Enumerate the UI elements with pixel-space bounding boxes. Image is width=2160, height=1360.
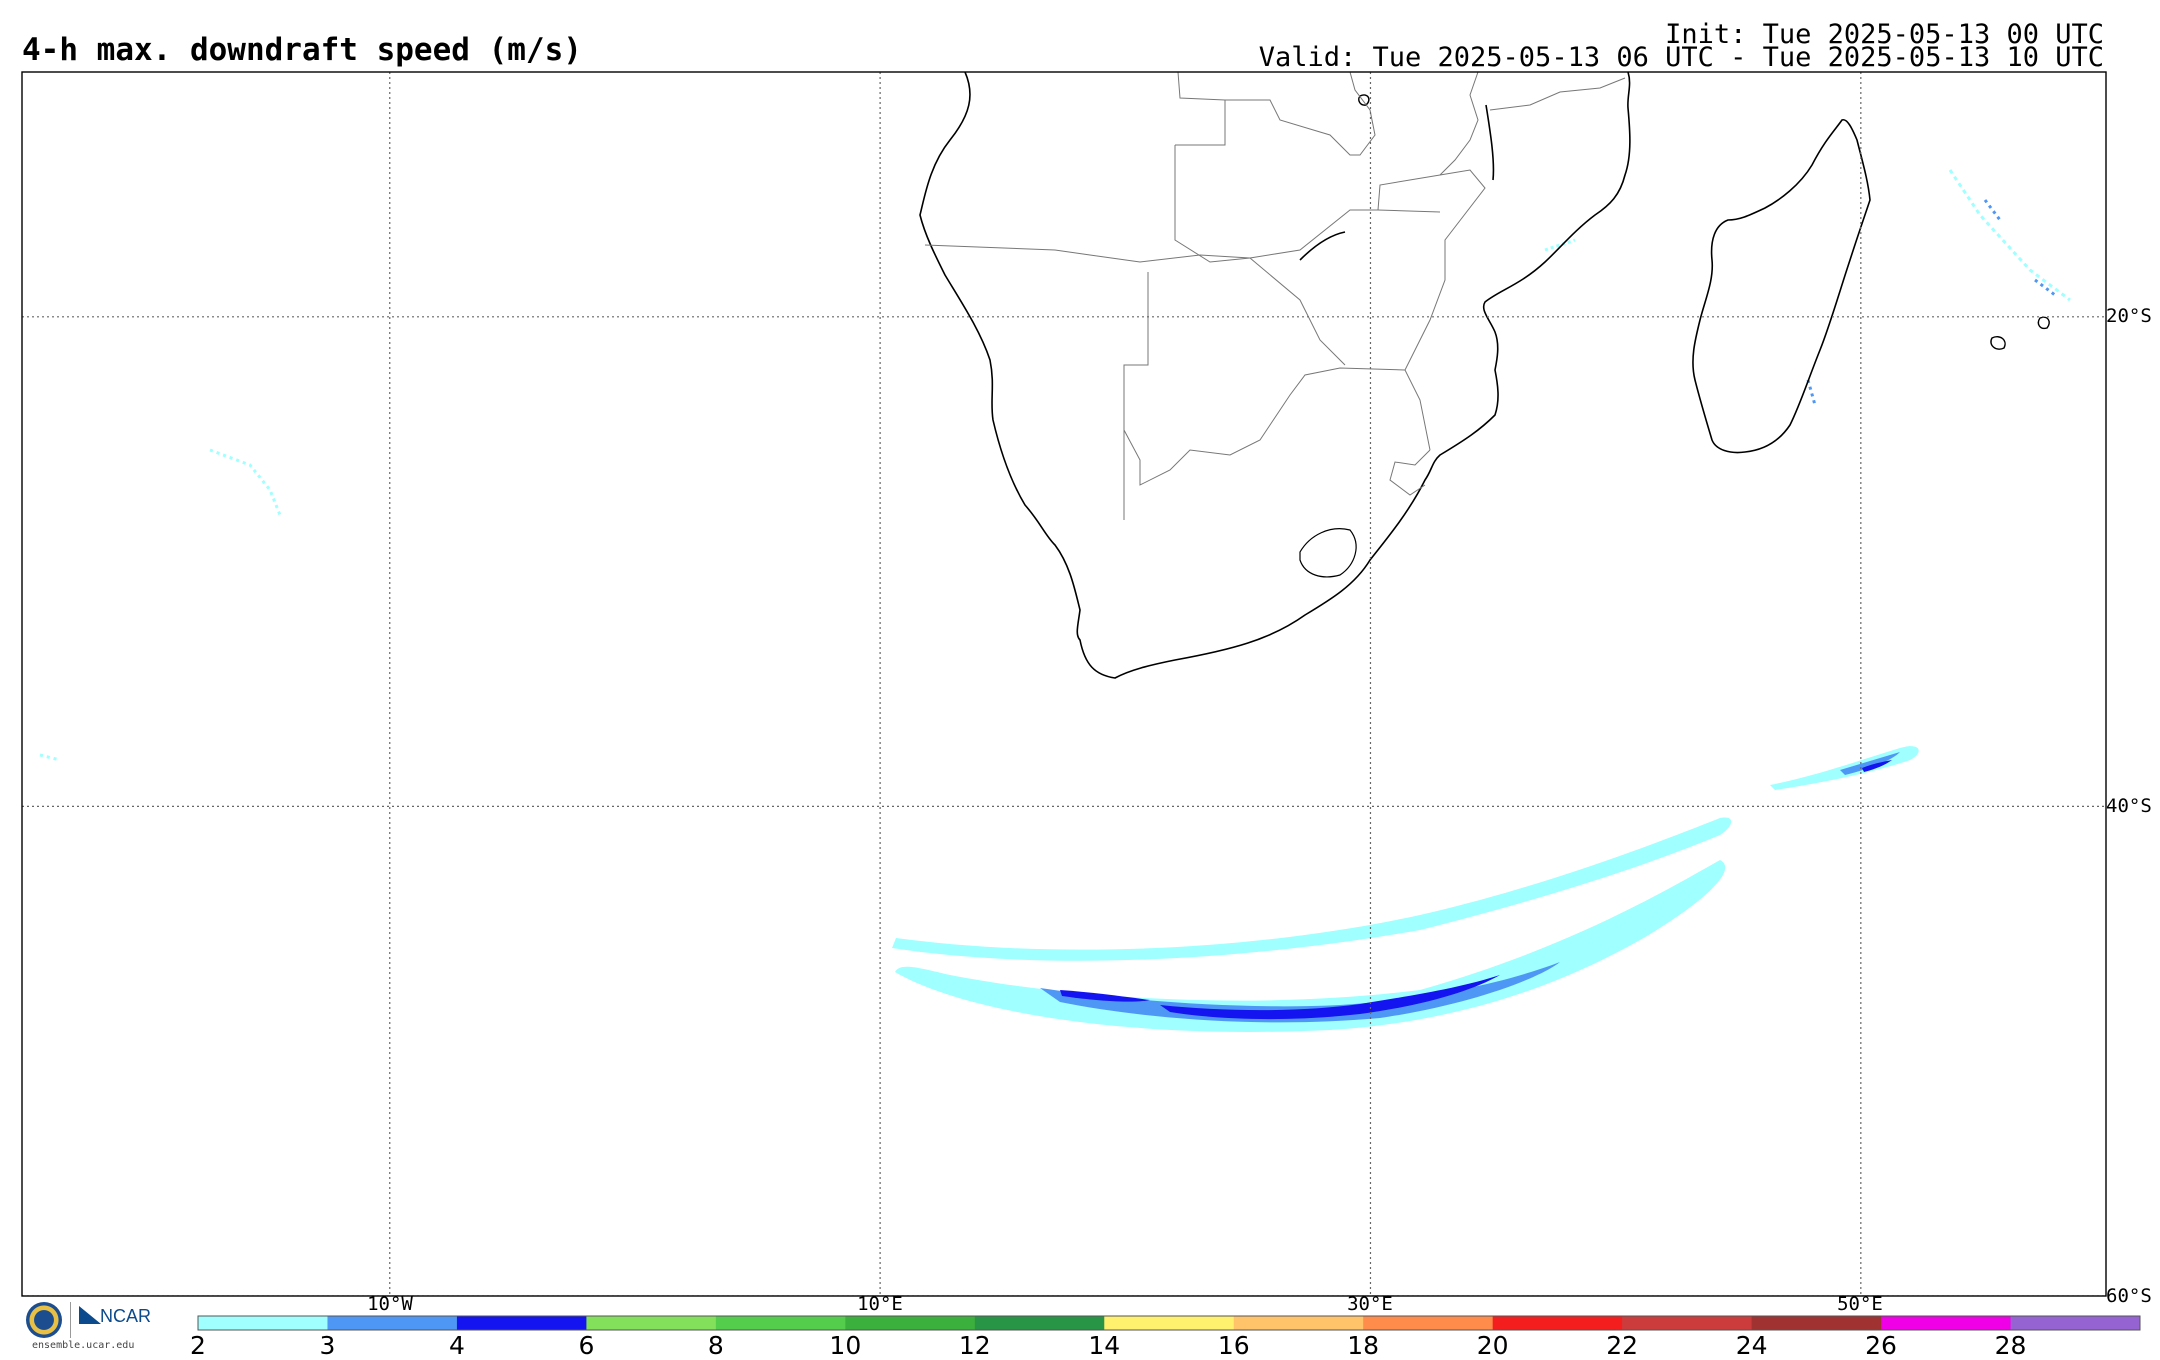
border-mozambique-south-africa: [1389, 449, 1431, 496]
lake-kariba: [1299, 231, 1346, 261]
colorbar-tick-9: 18: [1347, 1331, 1380, 1360]
cells-mozambique: [1544, 238, 1576, 252]
colorbar-tick-10: 20: [1476, 1331, 1509, 1360]
colorbar-tick-6: 12: [958, 1331, 991, 1360]
patch-light: [1770, 746, 1919, 790]
colorbar-tick-2: 4: [448, 1331, 465, 1360]
sub-antarctic-patch: [1770, 746, 1919, 790]
colorbar-swatch-11: [1622, 1316, 1753, 1330]
colorbar-swatch-1: [327, 1316, 458, 1330]
colorbar-swatch-0: [198, 1316, 328, 1330]
colorbar-swatch-6: [974, 1316, 1105, 1330]
colorbar-swatch-13: [1881, 1316, 2012, 1330]
lat-label-20s: 20°S: [2106, 305, 2152, 327]
ensemble-url: ensemble.ucar.edu: [32, 1340, 135, 1351]
colorbar-tick-13: 26: [1865, 1331, 1897, 1360]
border-namibia-botswana: [1123, 272, 1149, 520]
colorbar-tick-11: 22: [1606, 1331, 1639, 1360]
africa-coastline: [919, 72, 1631, 679]
colorbar-tick-0: 2: [190, 1331, 206, 1360]
border-botswana-zimbabwe: [1249, 257, 1346, 366]
border-zambia-north: [1175, 72, 1376, 156]
colorbar-tick-7: 14: [1088, 1331, 1121, 1360]
border-mozambique-north: [1489, 77, 1626, 111]
swath-light-core: [895, 860, 1726, 1032]
swath-strong: [1160, 975, 1500, 1020]
colorbar-swatch-8: [1233, 1316, 1364, 1330]
lon-label-30e: 30°E: [1347, 1293, 1393, 1315]
cells-madagascar-east: [1806, 379, 1817, 406]
logo-block: NCAR ensemble.ucar.edu: [24, 1300, 174, 1354]
southern-ocean-swath: [892, 817, 1732, 1032]
map-frame: [21, 71, 2107, 1297]
patch-medium: [1840, 752, 1900, 775]
colorbar-tick-4: 8: [707, 1331, 724, 1360]
cells-west-edge: [39, 753, 61, 762]
colorbar-swatch-4: [715, 1316, 846, 1330]
reunion: [2037, 316, 2050, 330]
lake-malawi: [1485, 104, 1495, 181]
colorbar-tick-12: 24: [1735, 1331, 1768, 1360]
madagascar-coastline: [1692, 118, 1871, 454]
lat-label-60s: 60°S: [2106, 1285, 2152, 1307]
colorbar: [197, 1315, 2141, 1331]
colorbar-tick-5: 10: [829, 1331, 862, 1360]
colorbar-outline: [197, 1315, 2141, 1331]
swath-light: [892, 817, 1732, 961]
colorbar-swatch-5: [845, 1316, 976, 1330]
colorbar-tick-1: 3: [319, 1331, 336, 1360]
colorbar-tick-14: 28: [1994, 1331, 2027, 1360]
lesotho-outline: [1299, 528, 1357, 578]
map-title: 4-h max. downdraft speed (m/s): [22, 32, 582, 68]
colorbar-swatch-10: [1492, 1316, 1623, 1330]
colorbar-tick-8: 16: [1217, 1331, 1250, 1360]
graticule: [22, 72, 2106, 1296]
border-malawi-tanzania: [1439, 72, 1479, 176]
colorbar-swatch-9: [1363, 1316, 1494, 1330]
swath-strong-streak: [1060, 990, 1150, 1002]
colorbar-swatch-12: [1751, 1316, 1882, 1330]
patch-strong: [1862, 760, 1892, 772]
colorbar-swatch-14: [2010, 1316, 2141, 1330]
cells-indian-ocean: [1948, 169, 2071, 302]
init-time: Init: Tue 2025-05-13 00 UTC: [1665, 19, 2104, 50]
border-zimbabwe-mozambique: [1377, 169, 1486, 451]
scattered-cells: [39, 169, 2071, 762]
colorbar-swatch-3: [586, 1316, 717, 1330]
border-drc: [1177, 72, 1226, 101]
border-botswana-south-africa: [1123, 367, 1406, 486]
colorbar-swatch-7: [1104, 1316, 1235, 1330]
cells-south-atlantic: [209, 448, 282, 516]
valid-time: Valid: Tue 2025-05-13 06 UTC - Tue 2025-…: [1258, 42, 2104, 73]
logo-divider: [70, 1302, 71, 1338]
downdraft-field: [39, 169, 2071, 1032]
mauritius: [1990, 336, 2006, 350]
colorbar-tick-3: 6: [578, 1331, 595, 1360]
lon-label-50e: 50°E: [1837, 1293, 1883, 1315]
ncar-logo-text: NCAR: [100, 1306, 152, 1326]
lon-label-10e: 10°E: [857, 1293, 903, 1315]
ncar-logo-mark: [79, 1306, 101, 1324]
coastlines: [919, 72, 2050, 679]
border-angola-namibia: [924, 244, 1251, 263]
country-borders: [924, 72, 1626, 520]
border-zambia: [1174, 145, 1441, 263]
colorbar-swatch-2: [456, 1316, 587, 1330]
nsf-logo: [26, 1302, 62, 1338]
lon-label-10w: 10°W: [367, 1293, 413, 1315]
lat-label-40s: 40°S: [2106, 795, 2152, 817]
